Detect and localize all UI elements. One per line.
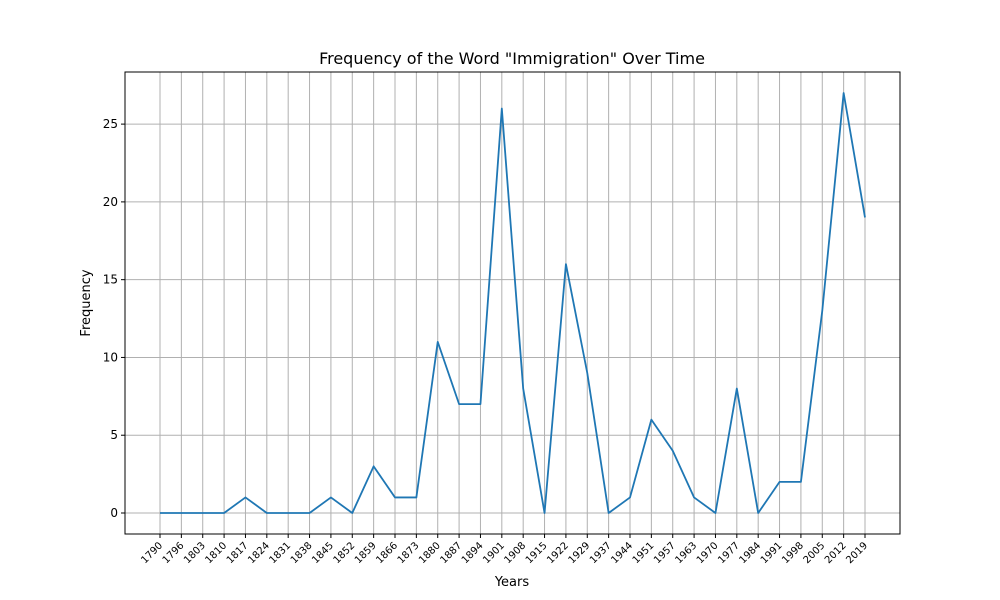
x-tick-label: 1803 — [182, 540, 208, 566]
x-tick-label: 1790 — [139, 540, 165, 566]
y-axis-ticks: 0 5 10 15 20 25 — [103, 117, 125, 520]
x-axis-label: Years — [494, 575, 530, 590]
x-tick-label: 1887 — [438, 540, 464, 566]
y-tick-label: 15 — [103, 273, 118, 287]
x-tick-label: 1866 — [374, 540, 400, 566]
x-tick-label: 2019 — [844, 540, 870, 566]
grid — [125, 72, 900, 534]
x-tick-label: 1831 — [268, 540, 294, 566]
x-tick-label: 1991 — [759, 540, 785, 566]
x-tick-label: 2012 — [823, 540, 849, 566]
y-tick-label: 5 — [110, 428, 118, 442]
x-tick-label: 1915 — [524, 540, 550, 566]
x-tick-label: 1817 — [225, 540, 251, 566]
x-tick-label: 1937 — [588, 540, 614, 566]
x-tick-label: 1944 — [609, 540, 635, 566]
plot-frame — [124, 71, 901, 535]
x-tick-label: 1852 — [332, 540, 358, 566]
x-tick-label: 1984 — [738, 540, 764, 566]
x-tick-label: 1859 — [353, 540, 379, 566]
x-tick-label: 1838 — [289, 540, 315, 566]
y-tick-label: 20 — [103, 195, 118, 209]
y-tick-label: 0 — [110, 506, 118, 520]
x-tick-label: 2005 — [802, 540, 828, 566]
y-tick-label: 25 — [103, 117, 118, 131]
chart-title: Frequency of the Word "Immigration" Over… — [319, 49, 705, 68]
x-tick-label: 1998 — [780, 540, 806, 566]
x-tick-label: 1810 — [203, 540, 229, 566]
x-axis-ticks: 1790179618031810181718241831183818451852… — [139, 534, 870, 566]
x-tick-label: 1894 — [460, 540, 486, 566]
series-layer — [160, 92, 866, 514]
x-tick-label: 1880 — [417, 540, 443, 566]
y-tick-label: 10 — [103, 350, 118, 364]
x-tick-label: 1901 — [481, 540, 507, 566]
x-tick-label: 1957 — [652, 540, 678, 566]
x-tick-label: 1908 — [503, 540, 529, 566]
x-tick-label: 1824 — [246, 540, 272, 566]
x-tick-label: 1977 — [716, 540, 742, 566]
x-tick-label: 1796 — [161, 540, 187, 566]
x-tick-label: 1970 — [695, 540, 721, 566]
x-tick-label: 1963 — [673, 540, 699, 566]
x-tick-label: 1951 — [631, 540, 657, 566]
x-tick-label: 1929 — [567, 540, 593, 566]
x-tick-label: 1922 — [545, 540, 571, 566]
series-line — [160, 92, 866, 514]
x-tick-label: 1873 — [396, 540, 422, 566]
x-tick-label: 1845 — [310, 540, 336, 566]
y-axis-label: Frequency — [79, 269, 94, 336]
